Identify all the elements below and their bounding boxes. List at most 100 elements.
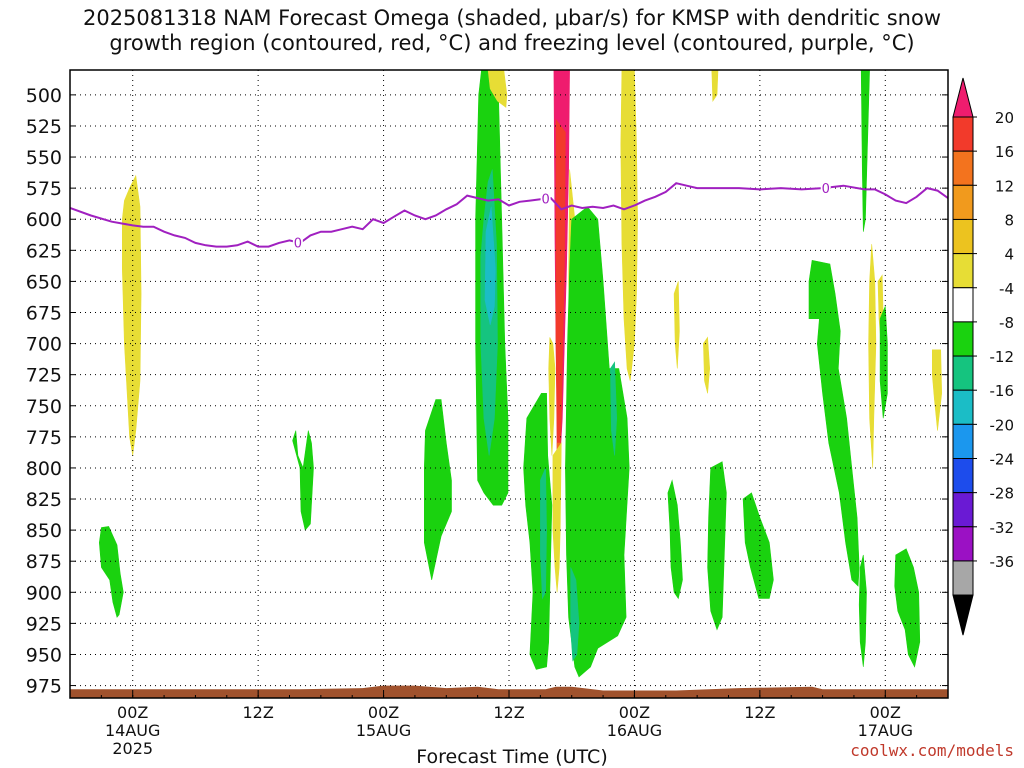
- y-tick-label: 625: [26, 240, 62, 262]
- y-tick-label: 975: [26, 676, 62, 698]
- y-tick-label: 600: [26, 209, 62, 231]
- colorbar-segment: [952, 492, 974, 528]
- omega-region-16: [570, 567, 580, 662]
- contour-label-bg: [292, 234, 303, 251]
- omega-region-24: [742, 492, 774, 599]
- omega-region-25: [808, 259, 860, 587]
- colorbar-label: -28: [990, 485, 1015, 503]
- colorbar-segment: [952, 184, 974, 220]
- omega-region-18: [620, 70, 638, 381]
- colorbar-segment: [952, 253, 974, 289]
- colorbar-label: -4: [999, 280, 1014, 298]
- y-tick-label: 675: [26, 302, 62, 324]
- contour-label-bg: [540, 190, 551, 207]
- y-tick-label: 525: [26, 116, 62, 138]
- colorbar-segment: [952, 321, 974, 357]
- colorbar-segment: [952, 389, 974, 425]
- y-tick-label: 875: [26, 551, 62, 573]
- chart-title: 2025081318 NAM Forecast Omega (shaded, μ…: [0, 6, 1024, 56]
- x-tick-label: 12Z: [242, 703, 273, 722]
- freezing-level-contour: 0 0 0: [70, 179, 948, 251]
- omega-region-27: [868, 244, 877, 468]
- y-tick-label: 800: [26, 458, 62, 480]
- contour-label: 0: [294, 236, 302, 251]
- colorbar-segment: [952, 423, 974, 460]
- colorbar-label: -12: [990, 348, 1015, 366]
- omega-region-0: [122, 174, 142, 456]
- contour-label-bg: [820, 179, 831, 196]
- omega-region-23: [707, 461, 727, 631]
- omega-shading: [70, 70, 948, 698]
- x-tick-date: 15AUG: [356, 721, 411, 740]
- colorbar-bottom-arrow: [952, 594, 974, 636]
- colorbar-top-arrow: [952, 77, 974, 118]
- colorbar-label: 20: [995, 109, 1014, 127]
- colorbar-segment: [952, 560, 974, 596]
- omega-region-2: [292, 430, 314, 531]
- x-tick-date: 14AUG: [105, 721, 160, 740]
- omega-region-31: [894, 548, 921, 668]
- colorbar-segment: [952, 218, 974, 255]
- x-tick-label: 12Z: [493, 703, 524, 722]
- omega-region-30: [858, 554, 867, 667]
- y-tick-label: 825: [26, 489, 62, 511]
- colorbar: 20 16 12 8 4 -4 -8 -12 -16 -20 -24 -28 -32 -36: [952, 77, 1015, 636]
- omega-region-9: [548, 337, 556, 456]
- x-tick-date: 17AUG: [858, 721, 913, 740]
- y-tick-label: 725: [26, 365, 62, 387]
- x-tick-label: 00Z: [117, 703, 148, 722]
- title-line-2: growth region (contoured, red, °C) and f…: [109, 31, 915, 55]
- colorbar-label: -36: [990, 553, 1015, 571]
- credit-text: coolwx.com/models: [850, 741, 1014, 760]
- omega-region-3: [423, 399, 452, 580]
- y-tick-label: 775: [26, 427, 62, 449]
- colorbar-segment: [952, 526, 974, 562]
- colorbar-label: -20: [990, 416, 1015, 434]
- x-axis-title: Forecast Time (UTC): [416, 746, 608, 768]
- y-tick-label: 575: [26, 178, 62, 200]
- x-tick-year: 2025: [112, 739, 153, 758]
- contour-label: 0: [541, 193, 549, 208]
- colorbar-label: 12: [995, 177, 1014, 195]
- omega-region-33: [487, 70, 508, 108]
- y-tick-label: 550: [26, 147, 62, 169]
- x-tick-label: 00Z: [619, 703, 650, 722]
- y-tick-label: 925: [26, 613, 62, 635]
- colorbar-segment: [952, 150, 974, 186]
- omega-region-13: [552, 442, 562, 593]
- omega-region-21: [711, 70, 719, 103]
- colorbar-segment: [952, 458, 974, 494]
- y-tick-label: 900: [26, 582, 62, 604]
- colorbar-segment: [952, 116, 974, 152]
- colorbar-segment: [952, 355, 974, 391]
- title-line-1: 2025081318 NAM Forecast Omega (shaded, μ…: [82, 6, 942, 30]
- freezing-level-line: [70, 182, 948, 248]
- omega-region-32: [931, 349, 943, 431]
- plot-frame: [69, 69, 949, 699]
- x-tick-date: 16AUG: [607, 721, 662, 740]
- y-tick-label: 650: [26, 271, 62, 293]
- omega-region-15: [565, 206, 630, 678]
- omega-region-29: [879, 306, 888, 419]
- colorbar-label: 4: [1004, 246, 1014, 264]
- omega-region-1: [98, 526, 124, 618]
- y-tick-label: 500: [26, 85, 62, 107]
- omega-region-26: [860, 70, 870, 232]
- colorbar-label: -16: [990, 382, 1015, 400]
- omega-region-19: [673, 281, 680, 369]
- omega-region-7: [523, 392, 553, 670]
- omega-region-20: [703, 336, 711, 394]
- grid: [70, 70, 948, 698]
- colorbar-segment: [952, 287, 974, 323]
- omega-region-22: [667, 479, 683, 600]
- y-axis: 500 525 550 575 600 625 650 675 700 725 750 775 800 8…: [26, 85, 948, 698]
- colorbar-label: -32: [990, 519, 1015, 537]
- omega-region-8: [540, 467, 547, 600]
- x-tick-label: 00Z: [368, 703, 399, 722]
- colorbar-label: 8: [1004, 211, 1014, 229]
- colorbar-label: -24: [990, 451, 1015, 469]
- contour-label: 0: [822, 182, 830, 197]
- y-tick-label: 750: [26, 396, 62, 418]
- colorbar-label: 16: [995, 143, 1014, 161]
